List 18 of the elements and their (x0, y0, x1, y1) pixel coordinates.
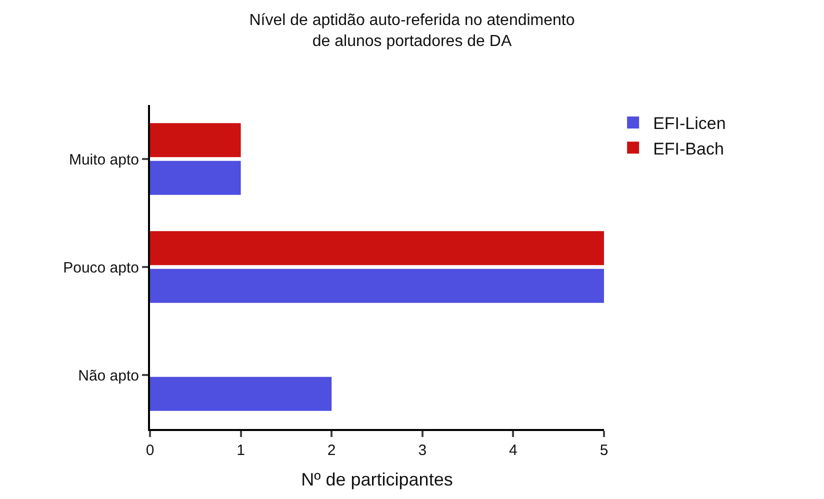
x-tick-label: 3 (418, 442, 427, 459)
y-tick-label: Não apto (78, 367, 139, 384)
legend-label: EFI-Licen (653, 114, 726, 134)
x-tick-label: 5 (600, 442, 608, 459)
bar (150, 160, 241, 195)
x-tick-label: 1 (236, 442, 245, 459)
x-tick-label: 0 (146, 442, 154, 459)
chart-title: Nível de aptidão auto-referida no atendimento de alunos portadores de DA (249, 12, 575, 50)
bar (150, 376, 332, 411)
x-tick-label: 4 (509, 442, 518, 459)
x-axis-title: Nº de participantes (301, 470, 453, 490)
bar (150, 268, 604, 303)
legend-label: EFI-Bach (653, 139, 724, 158)
x-tick-label: 2 (327, 442, 336, 459)
bar (150, 123, 241, 158)
y-tick-label: Muito apto (68, 151, 139, 168)
y-tick-label: Pouco apto (63, 259, 139, 276)
bar (150, 231, 604, 266)
